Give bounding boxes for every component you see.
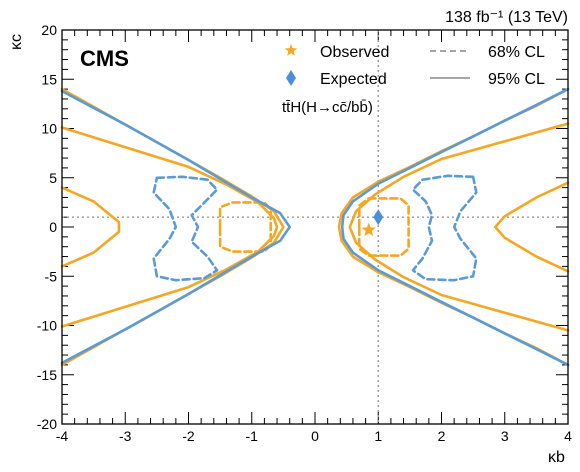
cms-label: CMS: [80, 46, 129, 71]
expected-68cl-contour: [152, 175, 219, 282]
observed-95cl-contour: [60, 126, 279, 328]
x-tick-label: 1: [374, 428, 382, 444]
legend-expected-diamond-icon: [286, 70, 296, 86]
legend-observed-star-icon: [284, 44, 298, 56]
y-tick-label: -20: [37, 416, 57, 432]
observed-68cl-contour: [218, 201, 272, 253]
expected-95cl-contour: [60, 89, 291, 365]
x-tick-label: 3: [501, 428, 509, 444]
y-axis-label: κc: [8, 34, 25, 50]
x-tick-label: -2: [182, 428, 195, 444]
y-tick-label: 20: [41, 22, 57, 38]
y-tick-label: 5: [49, 170, 57, 186]
process-label: tt̄H(H→cc̄/bb̄): [282, 99, 373, 116]
expected-68cl-contour: [411, 174, 478, 282]
y-tick-label: 0: [49, 219, 57, 235]
x-tick-label: 0: [311, 428, 319, 444]
best-fit-markers: [361, 209, 384, 236]
observed-95cl-contour: [60, 87, 285, 367]
legend-68cl-label: 68% CL: [488, 44, 545, 61]
y-tick-label: -15: [37, 367, 57, 383]
y-tick-label: -5: [45, 268, 58, 284]
expected-best-fit-diamond-icon: [373, 209, 384, 226]
plot-frame: [61, 29, 569, 425]
x-tick-label: 4: [564, 428, 572, 444]
y-tick-label: -10: [37, 318, 57, 334]
x-axis-label: κb: [548, 449, 565, 466]
axis-ticks: [61, 29, 569, 425]
x-tick-label: -1: [246, 428, 259, 444]
observed-95cl-contour: [348, 122, 570, 332]
y-tick-label: 15: [41, 71, 57, 87]
x-tick-label: 2: [438, 428, 446, 444]
lumi-label: 138 fb⁻¹ (13 TeV): [445, 9, 568, 26]
contours: [60, 87, 570, 367]
observed-68cl-contour: [358, 197, 410, 257]
legend-95cl-label: 95% CL: [488, 71, 545, 88]
observed-best-fit-star-icon: [361, 222, 376, 236]
sm-reference-lines: [62, 30, 568, 424]
observed-95cl-contour: [494, 181, 570, 273]
legend-expected-label: Expected: [320, 71, 387, 88]
x-tick-label: -3: [119, 428, 132, 444]
legend: Observed Expected 68% CL 95% CL: [284, 44, 545, 88]
expected-95cl-contour: [340, 87, 570, 367]
legend-observed-label: Observed: [320, 44, 389, 61]
x-tick-label: -4: [56, 428, 69, 444]
y-tick-label: 10: [41, 121, 57, 137]
observed-95cl-contour: [60, 186, 121, 268]
